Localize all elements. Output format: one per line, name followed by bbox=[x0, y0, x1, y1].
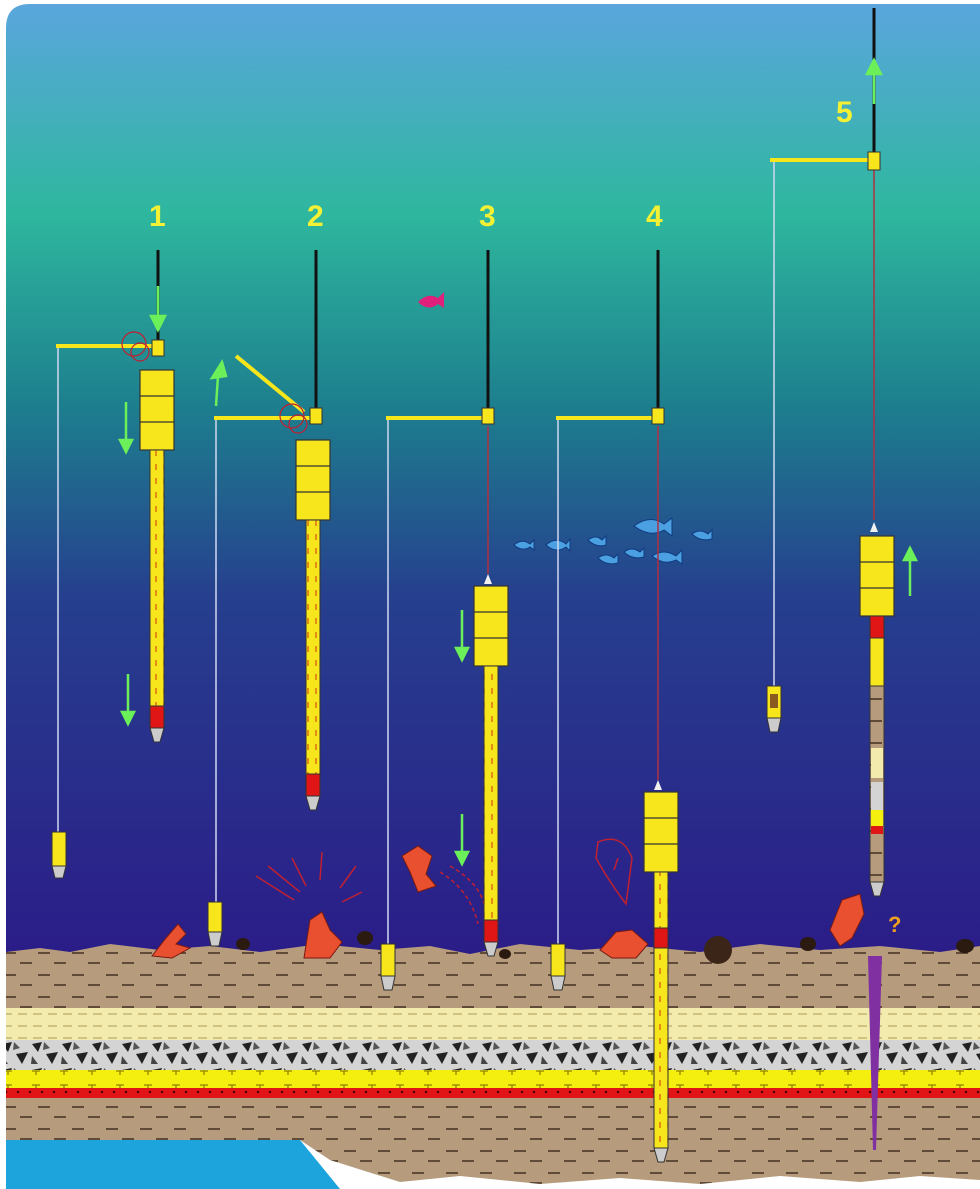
weight-stack-icon bbox=[643, 791, 679, 873]
coral-icon bbox=[151, 845, 865, 959]
stage-4-corer bbox=[550, 250, 679, 1163]
weight-stack-icon bbox=[473, 585, 509, 667]
stage-label-1: 1 bbox=[149, 200, 166, 233]
stage-5-corer bbox=[766, 8, 895, 1150]
question-mark: ? bbox=[888, 912, 901, 937]
stage-label-4: 4 bbox=[646, 200, 663, 233]
yellow-layer bbox=[6, 1070, 980, 1088]
sand-layer bbox=[6, 1008, 980, 1040]
stage-2-corer bbox=[207, 250, 331, 947]
fish-icon bbox=[418, 292, 444, 308]
weight-stack-icon bbox=[859, 535, 895, 617]
stage-label-2: 2 bbox=[307, 200, 324, 233]
disturbance-marks bbox=[255, 838, 633, 925]
red-layer bbox=[6, 1088, 980, 1098]
stage-3-corer bbox=[380, 250, 509, 991]
weight-stack-icon bbox=[295, 439, 331, 521]
trigger-weight bbox=[51, 831, 67, 867]
arrow-icon bbox=[117, 57, 919, 867]
seafloor-sediment bbox=[6, 944, 980, 1189]
seafloor-rocks bbox=[236, 931, 974, 964]
water-column bbox=[6, 4, 980, 960]
stage-label-5: 5 bbox=[836, 96, 853, 129]
corner-decoration bbox=[6, 1140, 340, 1189]
core-barrel bbox=[149, 449, 165, 707]
lower-mud-layer bbox=[6, 1098, 980, 1184]
fish-school bbox=[513, 517, 713, 565]
released-arm bbox=[234, 354, 306, 414]
core-hole bbox=[868, 956, 882, 1150]
stage-label-3: 3 bbox=[479, 200, 496, 233]
weight-stack-icon bbox=[139, 369, 175, 451]
gravel-layer bbox=[6, 1040, 980, 1070]
penetrated-barrel bbox=[653, 947, 669, 1149]
